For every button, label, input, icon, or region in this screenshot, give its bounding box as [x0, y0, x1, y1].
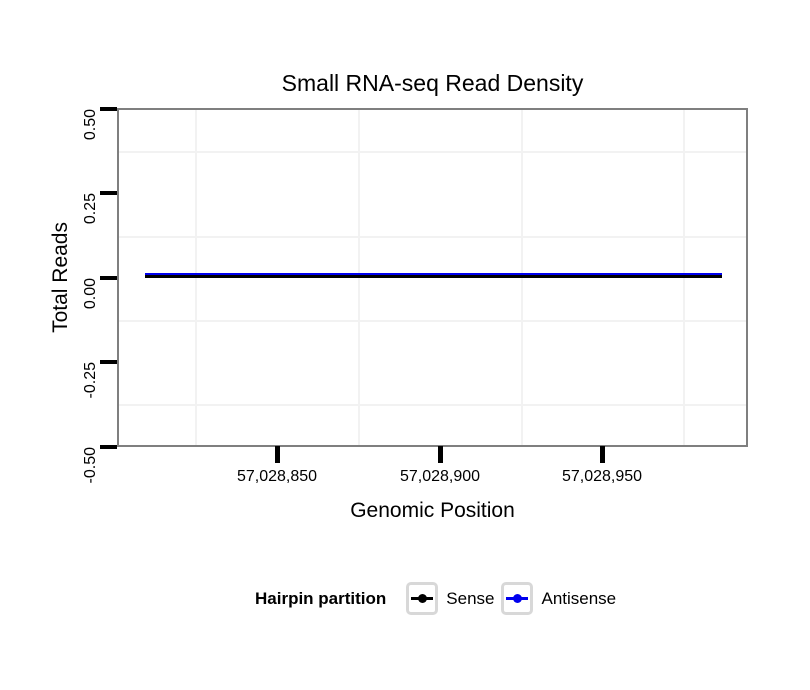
legend-key-antisense — [501, 582, 534, 615]
antisense-point-icon — [512, 594, 522, 603]
sense-point-icon — [417, 594, 427, 603]
y-tick-label: -0.50 — [82, 447, 99, 484]
x-tick — [275, 446, 280, 463]
legend: Hairpin partition Sense Antisense — [255, 582, 616, 615]
x-tick-label: 57,028,850 — [236, 468, 318, 485]
y-tick — [100, 276, 117, 280]
x-tick-label: 57,028,950 — [561, 468, 643, 485]
y-tick-label: 0.00 — [82, 278, 99, 310]
y-tick — [100, 360, 117, 364]
gridline-minor-h — [119, 320, 746, 322]
y-tick-label: -0.25 — [82, 362, 99, 399]
legend-label-antisense: Antisense — [541, 588, 617, 608]
gridline-minor-h — [119, 151, 746, 153]
y-tick-label: 0.50 — [82, 109, 99, 141]
sense-series-line — [145, 275, 722, 278]
y-tick — [100, 107, 117, 111]
antisense-series-line — [145, 273, 722, 276]
gridline-minor-h — [119, 404, 746, 406]
x-tick — [600, 446, 605, 463]
y-tick-label: 0.25 — [82, 193, 99, 225]
legend-title: Hairpin partition — [255, 588, 387, 608]
y-tick — [100, 191, 117, 195]
plot-panel — [117, 108, 748, 447]
x-axis-title: Genomic Position — [350, 499, 515, 522]
x-tick-label: 57,028,900 — [399, 468, 481, 485]
y-axis-title: Total Reads — [49, 222, 72, 333]
gridline-minor-h — [119, 236, 746, 238]
y-tick — [100, 445, 117, 449]
legend-key-sense — [406, 582, 439, 615]
plot-title: Small RNA-seq Read Density — [281, 70, 584, 96]
x-tick — [438, 446, 443, 463]
legend-label-sense: Sense — [446, 588, 495, 608]
